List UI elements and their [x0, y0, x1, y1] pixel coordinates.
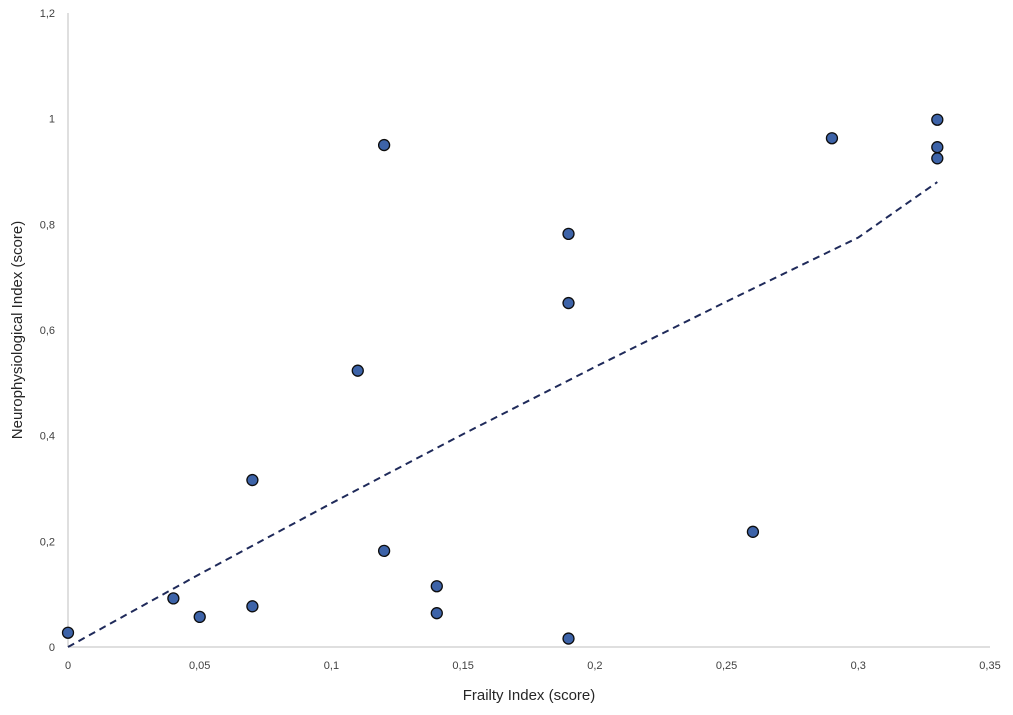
- y-tick-label: 0,8: [40, 219, 55, 231]
- data-point: [931, 152, 944, 165]
- data-point: [377, 544, 391, 557]
- data-point: [562, 632, 575, 645]
- data-point: [61, 626, 75, 639]
- data-point: [430, 580, 443, 593]
- x-tick-label: 0: [65, 660, 71, 672]
- data-point: [562, 227, 575, 240]
- data-point: [562, 296, 575, 310]
- data-points: [61, 113, 944, 645]
- data-point: [246, 473, 259, 487]
- data-point: [193, 610, 206, 624]
- x-tick-label: 0,25: [716, 660, 737, 672]
- y-tick-labels: 0 0,2 0,4 0,6 0,8 1 1,2: [40, 8, 55, 654]
- data-point: [931, 141, 944, 154]
- y-tick-label: 0: [49, 642, 55, 654]
- data-point: [167, 592, 180, 605]
- x-tick-label: 0,2: [587, 660, 602, 672]
- x-tick-label: 0,1: [324, 660, 339, 672]
- y-tick-label: 1: [49, 114, 55, 126]
- trendline-layer: [67, 181, 938, 648]
- data-point: [825, 132, 839, 145]
- x-tick-label: 0,15: [452, 660, 473, 672]
- axes: [67, 13, 990, 648]
- data-point: [246, 600, 259, 613]
- y-axis-title: Neurophysiological Index (score): [9, 221, 26, 439]
- x-tick-label: 0,3: [851, 660, 866, 672]
- y-tick-label: 1,2: [40, 8, 55, 20]
- x-tick-labels: 0 0,05 0,1 0,15 0,2 0,25 0,3 0,35: [65, 660, 1001, 672]
- y-tick-label: 0,2: [40, 536, 55, 548]
- x-axis-title: Frailty Index (score): [463, 687, 596, 704]
- data-point: [377, 138, 391, 152]
- data-point: [430, 607, 443, 620]
- trendline: [67, 181, 938, 648]
- y-tick-label: 0,4: [40, 431, 55, 443]
- x-tick-label: 0,35: [979, 660, 1000, 672]
- y-tick-label: 0,6: [40, 325, 55, 337]
- data-point: [746, 525, 760, 538]
- x-tick-label: 0,05: [189, 660, 210, 672]
- data-point: [351, 364, 364, 377]
- data-point: [931, 113, 944, 126]
